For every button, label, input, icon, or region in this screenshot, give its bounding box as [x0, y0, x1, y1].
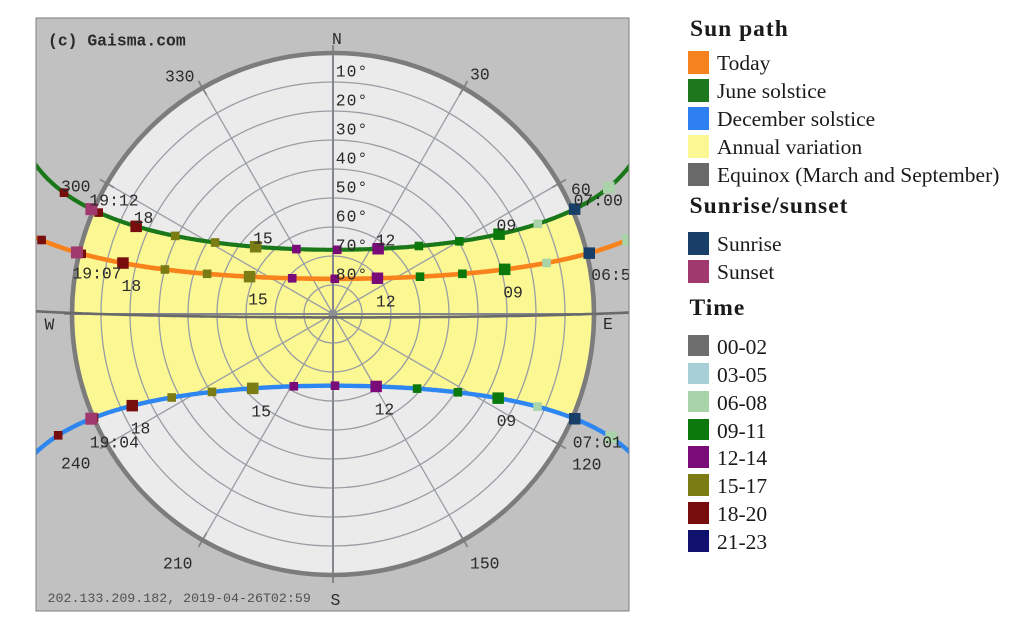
svg-text:12: 12 — [376, 292, 396, 311]
svg-text:15: 15 — [251, 402, 271, 421]
svg-text:70°: 70° — [336, 237, 369, 256]
svg-text:210: 210 — [163, 555, 193, 574]
svg-text:18: 18 — [134, 209, 154, 228]
svg-text:240: 240 — [61, 455, 91, 474]
svg-text:40°: 40° — [336, 150, 369, 169]
svg-text:(c) Gaisma.com: (c) Gaisma.com — [48, 32, 186, 51]
svg-text:30: 30 — [470, 66, 490, 85]
svg-text:120: 120 — [572, 456, 602, 475]
svg-text:15: 15 — [253, 229, 273, 248]
svg-text:20°: 20° — [336, 92, 369, 111]
svg-text:09: 09 — [503, 283, 523, 302]
svg-text:150: 150 — [470, 555, 500, 574]
svg-text:N: N — [332, 30, 342, 49]
svg-text:18: 18 — [122, 277, 142, 296]
svg-text:12: 12 — [375, 400, 395, 419]
svg-text:09: 09 — [497, 217, 517, 236]
svg-text:30°: 30° — [336, 121, 369, 140]
svg-text:S: S — [331, 591, 341, 610]
svg-text:06:58: 06:58 — [591, 266, 640, 285]
svg-text:50°: 50° — [336, 179, 369, 198]
svg-text:10°: 10° — [336, 63, 369, 82]
svg-text:W: W — [45, 316, 55, 335]
svg-text:07:00: 07:00 — [574, 192, 623, 211]
svg-text:15: 15 — [248, 291, 268, 310]
svg-text:19:07: 19:07 — [72, 264, 121, 283]
svg-text:80°: 80° — [336, 266, 369, 285]
svg-text:300: 300 — [61, 178, 91, 197]
svg-text:60: 60 — [571, 181, 591, 200]
svg-text:202.133.209.182, 2019-04-26T02: 202.133.209.182, 2019-04-26T02:59 — [48, 591, 311, 606]
svg-text:19:12: 19:12 — [89, 192, 138, 211]
svg-text:60°: 60° — [336, 208, 369, 227]
svg-text:330: 330 — [165, 68, 195, 87]
svg-text:19:04: 19:04 — [90, 434, 139, 453]
svg-text:E: E — [603, 315, 613, 334]
svg-text:07:01: 07:01 — [573, 434, 622, 453]
svg-text:12: 12 — [376, 231, 396, 250]
svg-text:18: 18 — [131, 420, 151, 439]
svg-text:09: 09 — [497, 412, 517, 431]
